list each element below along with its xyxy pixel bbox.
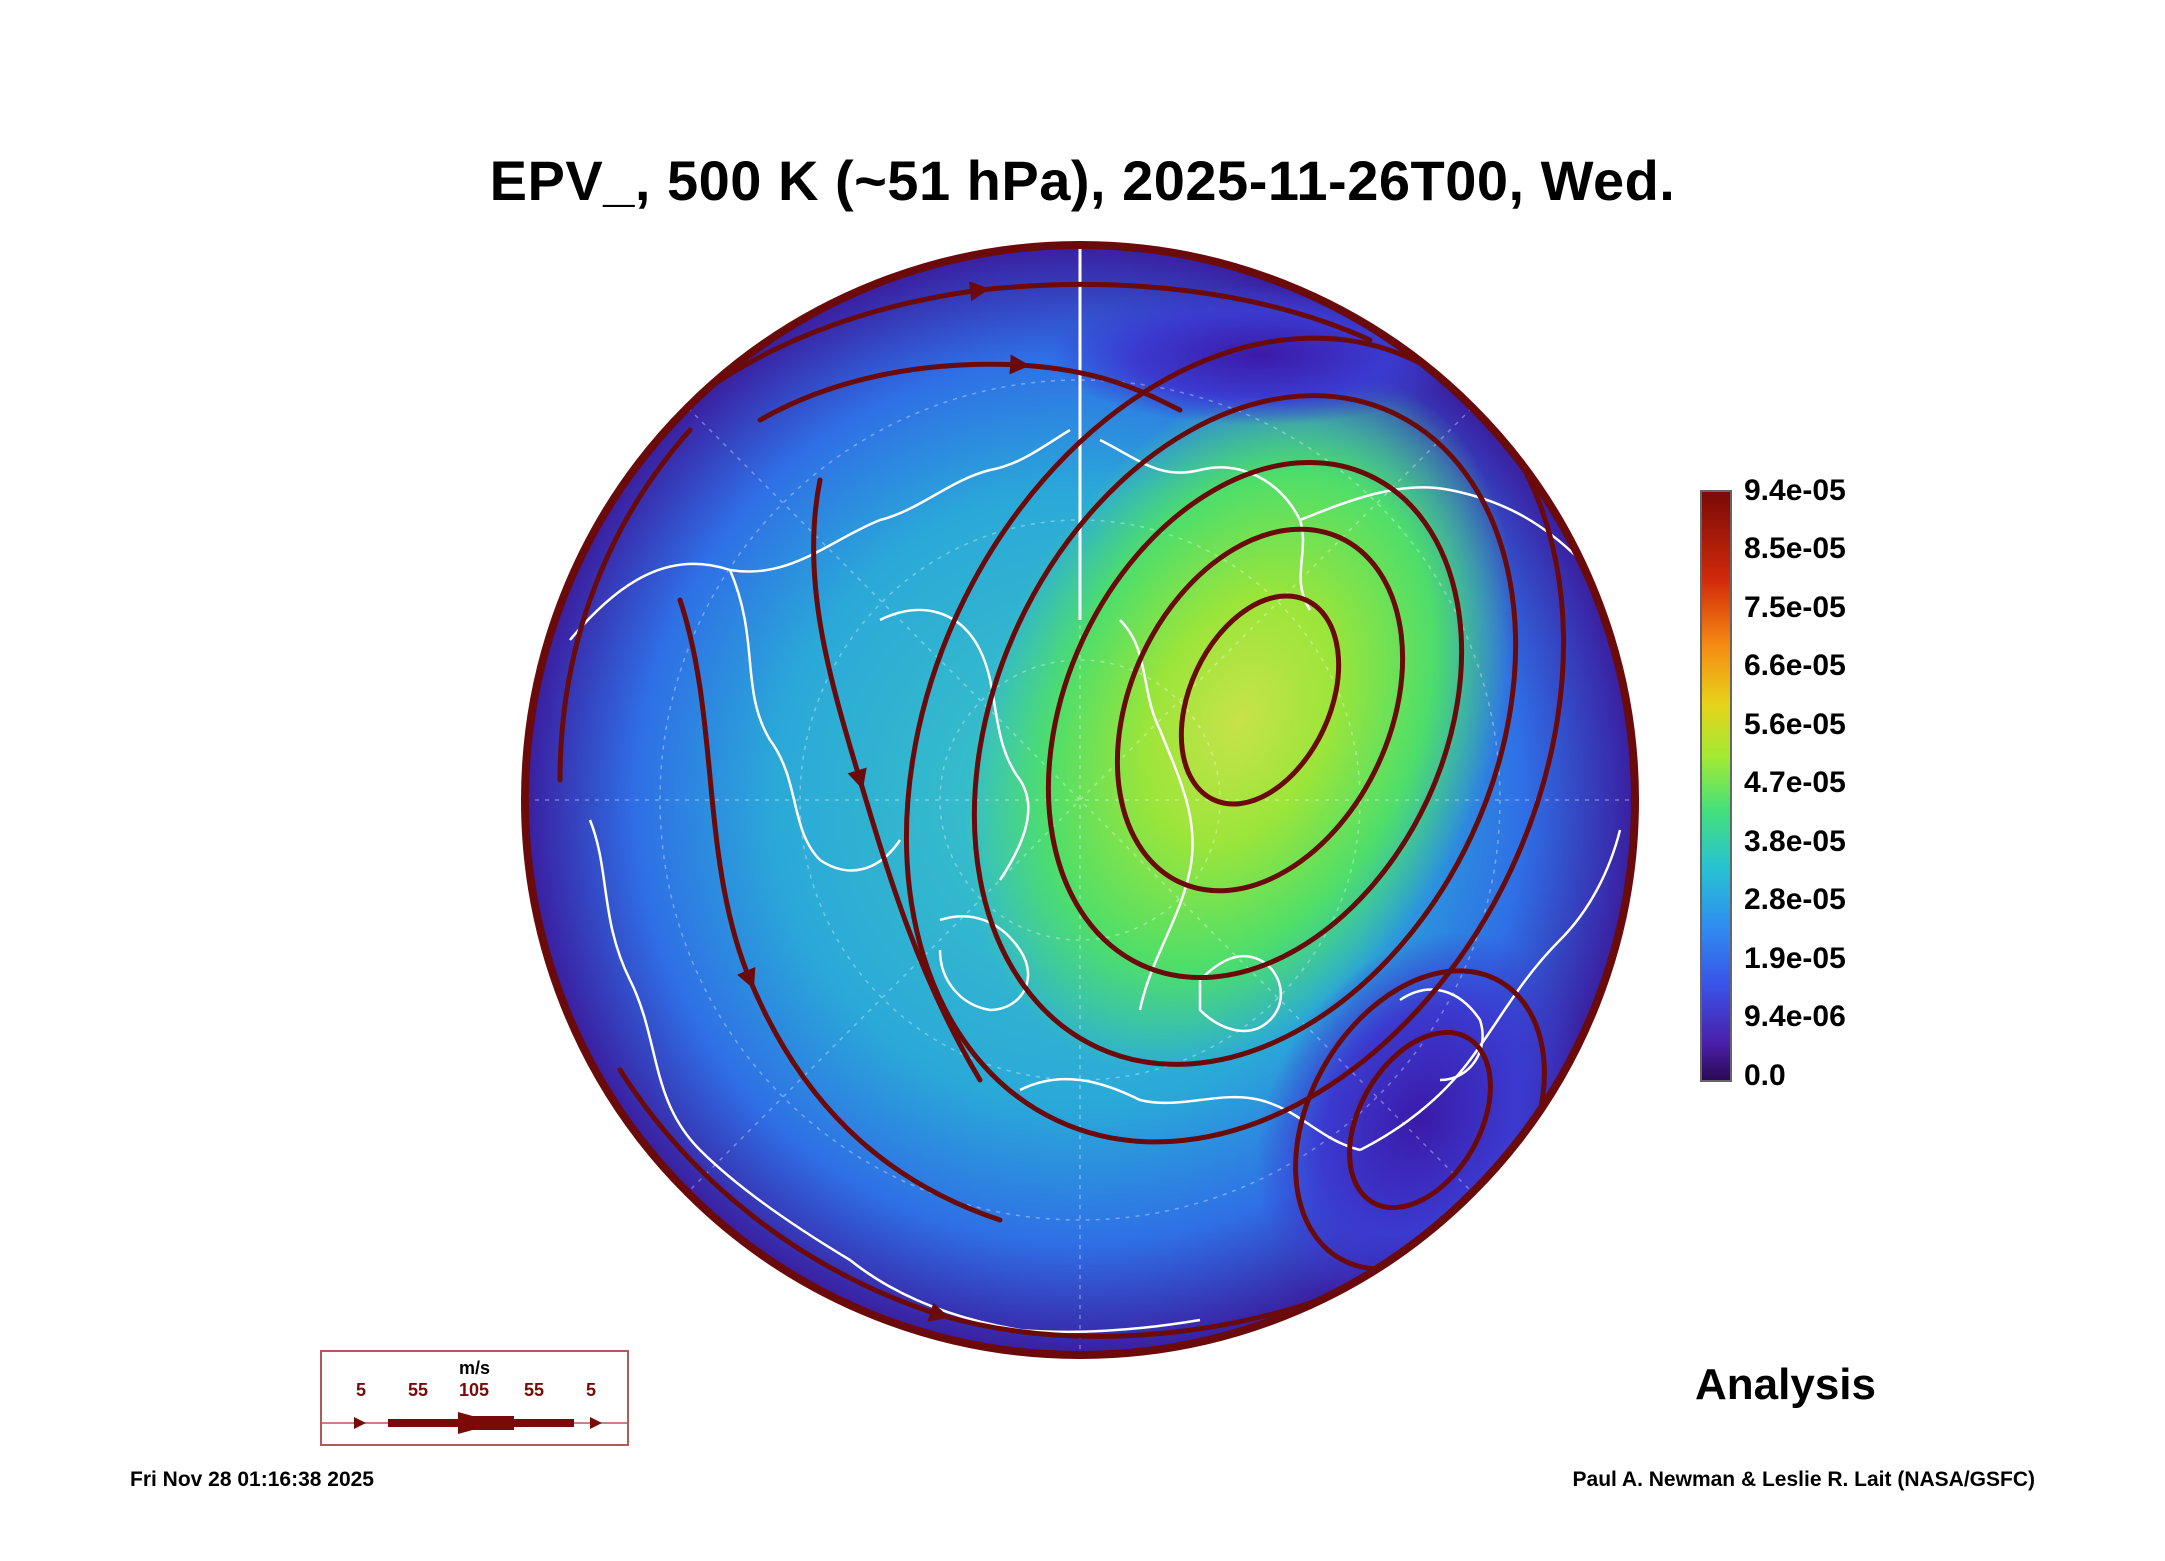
colorbar-labels: 9.4e-05 8.5e-05 7.5e-05 6.6e-05 5.6e-05 … bbox=[1744, 474, 1884, 1094]
generation-timestamp: Fri Nov 28 01:16:38 2025 bbox=[130, 1468, 374, 1491]
coastlines bbox=[569, 428, 1632, 1334]
streamline-outer-south bbox=[617, 1067, 1323, 1339]
credit-line: Paul A. Newman & Leslie R. Lait (NASA/GS… bbox=[1572, 1468, 2035, 1491]
colorbar-label: 9.4e-05 bbox=[1744, 474, 1846, 507]
wind-speed-legend: m/s 5 55 105 55 5 bbox=[320, 1350, 629, 1446]
map-title: EPV_, 500 K (~51 hPa), 2025-11-26T00, We… bbox=[489, 149, 1676, 212]
wind-legend-tick: 55 bbox=[524, 1380, 545, 1400]
streamline-ring-4 bbox=[971, 393, 1519, 1067]
streamline-mid-arc bbox=[811, 477, 983, 1083]
colorbar-label: 0.0 bbox=[1744, 1059, 1786, 1092]
wind-legend-arrow bbox=[322, 1412, 627, 1434]
wind-legend-tick: 5 bbox=[356, 1380, 367, 1400]
streamline-low-inner bbox=[1347, 1029, 1493, 1211]
streamline-north-arc bbox=[757, 354, 1183, 423]
streamline-west-arc bbox=[677, 597, 1003, 1223]
wind-legend-tick: 55 bbox=[408, 1380, 429, 1400]
wind-legend-tick: 5 bbox=[586, 1380, 597, 1400]
colorbar-label: 1.9e-05 bbox=[1744, 942, 1846, 975]
streamline-ring-3 bbox=[1045, 459, 1465, 981]
colorbar-label: 7.5e-05 bbox=[1744, 591, 1846, 624]
colorbar-label: 9.4e-06 bbox=[1744, 1000, 1846, 1033]
streamline-inner bbox=[1178, 593, 1342, 807]
field-layer bbox=[525, 245, 1635, 1355]
streamline-ring-2 bbox=[1114, 526, 1406, 894]
polar-stereographic-map bbox=[521, 241, 1639, 1359]
colorbar-label: 3.8e-05 bbox=[1744, 825, 1846, 858]
colorbar-label: 4.7e-05 bbox=[1744, 766, 1846, 799]
wind-legend-unit: m/s bbox=[458, 1358, 491, 1378]
wind-legend-tick: 105 bbox=[459, 1380, 490, 1400]
analysis-label: Analysis bbox=[1695, 1360, 1876, 1409]
colorbar bbox=[1700, 490, 1732, 1082]
polar-vortex-field bbox=[964, 368, 1516, 1072]
colorbar-label: 8.5e-05 bbox=[1744, 532, 1846, 565]
colorbar-label: 5.6e-05 bbox=[1744, 708, 1846, 741]
streamline-outer-west bbox=[557, 427, 693, 783]
colorbar-label: 2.8e-05 bbox=[1744, 883, 1846, 916]
colorbar-label: 6.6e-05 bbox=[1744, 649, 1846, 682]
map-boundary bbox=[521, 241, 1639, 1359]
